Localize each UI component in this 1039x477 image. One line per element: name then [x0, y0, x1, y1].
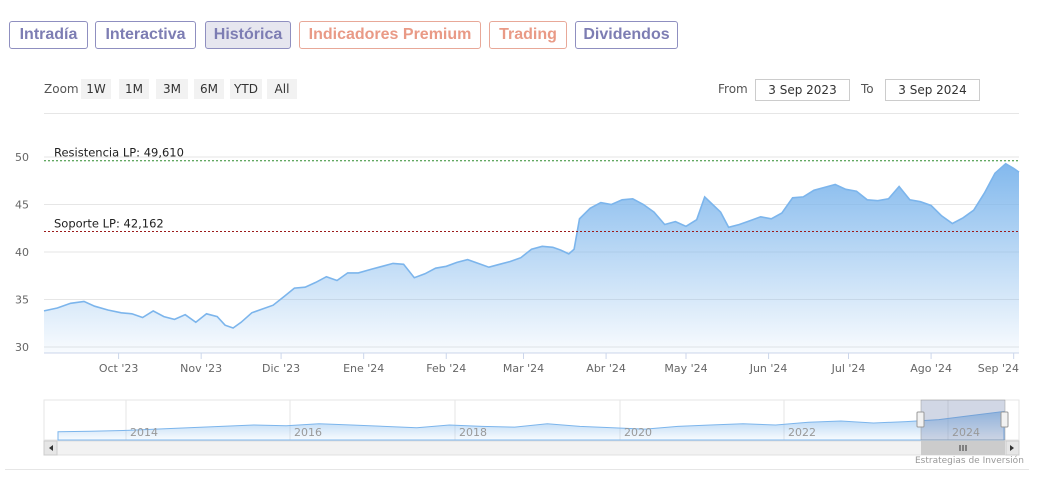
- zoom-all-button[interactable]: All: [267, 79, 297, 99]
- scroll-left-arrow-icon: [49, 445, 53, 451]
- tab-trading[interactable]: Trading: [489, 21, 567, 49]
- x-tick-label: Nov '23: [180, 362, 222, 375]
- bottom-divider: [5, 469, 1029, 470]
- scrollbar-grip-icon: [959, 445, 967, 451]
- navigator-area: [57, 410, 1005, 441]
- navigator-year-label: 2020: [624, 426, 652, 439]
- x-tick-label: Dic '23: [262, 362, 300, 375]
- to-date-input[interactable]: 3 Sep 2024: [885, 79, 980, 101]
- scrollbar-track[interactable]: [43, 440, 1020, 456]
- x-tick-label: Jun '24: [749, 362, 788, 375]
- zoom-label: Zoom: [44, 82, 79, 96]
- x-tick-label: Ago '24: [910, 362, 952, 375]
- navigator: 2014 2016 2018 2020 2022 2024: [43, 399, 1020, 456]
- zoom-ytd-button[interactable]: YTD: [230, 79, 262, 99]
- x-tick-label: Sep '24: [978, 362, 1019, 375]
- x-tick-label: Oct '23: [99, 362, 139, 375]
- x-tick-label: Abr '24: [586, 362, 626, 375]
- navigator-year-label: 2016: [294, 426, 322, 439]
- zoom-3m-button[interactable]: 3M: [156, 79, 188, 99]
- price-line: [43, 162, 1020, 329]
- tab-dividendos[interactable]: Dividendos: [575, 21, 678, 49]
- top-divider: [44, 113, 1019, 114]
- resistance-label: Resistencia LP: 49,610: [54, 146, 184, 160]
- zoom-1w-button[interactable]: 1W: [81, 79, 111, 99]
- navigator-year-label: 2022: [788, 426, 816, 439]
- x-tick-label: Mar '24: [503, 362, 544, 375]
- scroll-right-arrow-icon: [1010, 445, 1014, 451]
- x-tick-label: May '24: [664, 362, 707, 375]
- tab-historica[interactable]: Histórica: [205, 21, 291, 49]
- y-tick-label: 35: [15, 294, 29, 307]
- navigator-year-label: 2018: [459, 426, 487, 439]
- x-tick-label: Jul '24: [831, 362, 866, 375]
- credits: Estrategias de Inversión: [915, 456, 1024, 466]
- y-tick-label: 40: [15, 246, 29, 259]
- zoom-1m-button[interactable]: 1M: [119, 79, 149, 99]
- y-tick-label: 50: [15, 151, 29, 164]
- y-tick-label: 45: [15, 199, 29, 212]
- from-label: From: [718, 82, 748, 96]
- tab-interactiva[interactable]: Interactiva: [95, 21, 196, 49]
- x-tick-label: Ene '24: [343, 362, 384, 375]
- support-label: Soporte LP: 42,162: [54, 216, 164, 230]
- to-label: To: [861, 82, 874, 96]
- tab-intradia[interactable]: Intradía: [9, 21, 88, 49]
- navigator-right-handle[interactable]: [1000, 411, 1009, 428]
- y-tick-label: 30: [15, 341, 29, 354]
- price-area-chart: Resistencia LP: 49,610 Soporte LP: 42,162…: [15, 146, 1020, 375]
- navigator-year-label: 2024: [952, 426, 980, 439]
- navigator-left-handle[interactable]: [916, 411, 925, 428]
- tab-indicadores-premium[interactable]: Indicadores Premium: [299, 21, 481, 49]
- zoom-6m-button[interactable]: 6M: [194, 79, 224, 99]
- navigator-selection[interactable]: [920, 399, 1006, 441]
- price-area: [44, 163, 1019, 353]
- navigator-year-label: 2014: [130, 426, 158, 439]
- from-date-input[interactable]: 3 Sep 2023: [755, 79, 850, 101]
- x-tick-label: Feb '24: [426, 362, 466, 375]
